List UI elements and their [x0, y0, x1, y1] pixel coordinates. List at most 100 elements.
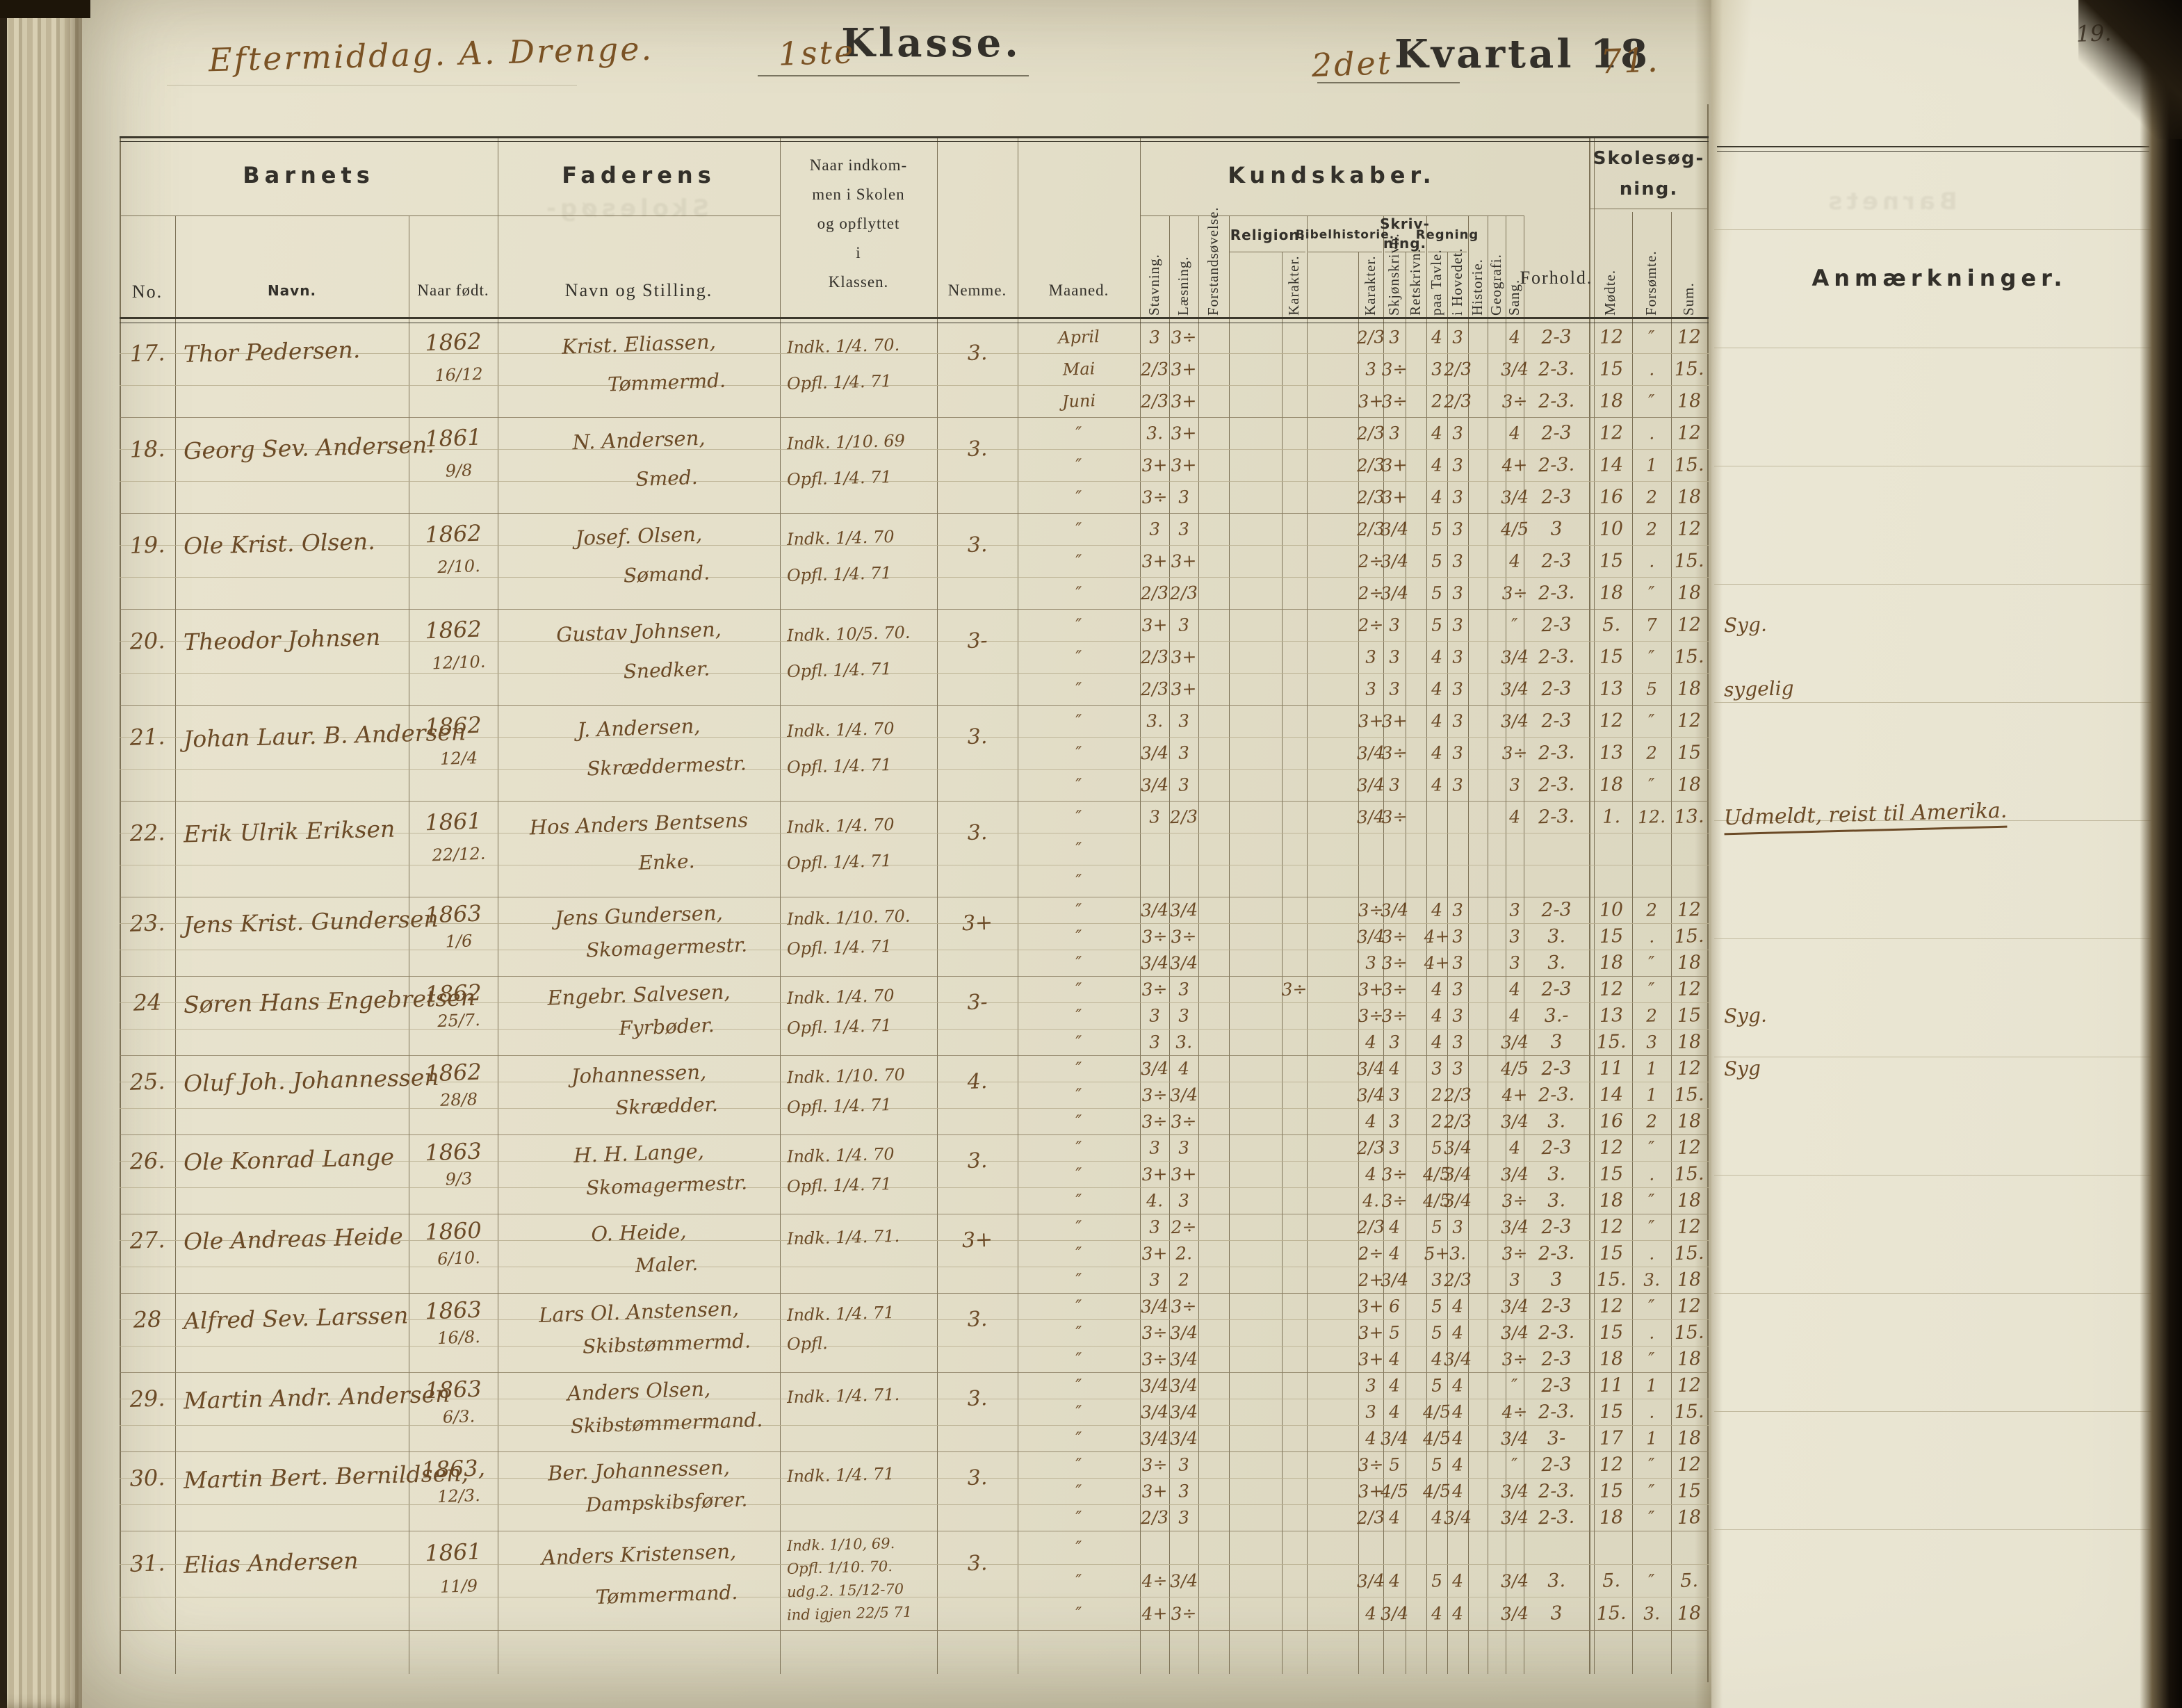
grade-value: 3+ [1141, 454, 1168, 476]
grade-value: 3+ [1171, 550, 1197, 572]
row-number: 24 [132, 988, 163, 1016]
grade-value: 3+ [1141, 1480, 1168, 1502]
attendance-sum: 18 [1677, 1189, 1702, 1212]
month-label: ″ [1075, 583, 1082, 603]
grade-value: 3 [1178, 1481, 1190, 1502]
grade-value: 3/4 [1500, 1110, 1529, 1132]
birth-year: 1861 [424, 807, 482, 836]
indkommen-header-line: men i Skolen [812, 186, 905, 203]
forhold-grade: 2-3. [1538, 389, 1575, 413]
grade-value: 3/4 [1140, 1057, 1169, 1080]
kundskaber-header: Kundskaber. [1228, 162, 1436, 188]
navn-header: Navn. [267, 282, 317, 299]
month-label: ″ [1075, 1401, 1082, 1422]
forhold-grade: 2-3 [1540, 421, 1572, 445]
grade-value: 5 [1388, 1454, 1401, 1475]
grid-horizontal-line [120, 1240, 1709, 1241]
grade-value: 3÷ [1381, 1163, 1408, 1185]
grid-horizontal-line [1714, 584, 2151, 585]
indkommen-header-line: Naar indkom- [809, 156, 908, 174]
attendance-sum: 12 [1677, 709, 1702, 733]
month-label: ″ [1075, 1507, 1082, 1528]
grade-value: 3 [1451, 455, 1464, 475]
grade-value: 3+ [1358, 1348, 1384, 1370]
grade-value: 3 [1178, 742, 1190, 763]
attendance-sum: 18 [1677, 773, 1702, 797]
grade-value: 3/4 [1169, 952, 1198, 974]
grid-vertical-line [1383, 215, 1384, 1674]
forhold-grade: 2-3 [1540, 977, 1572, 1001]
grade-value: 3/4 [1500, 710, 1529, 732]
grade-value: 3÷ [1171, 1295, 1197, 1317]
grade-value: 3÷ [1501, 1348, 1528, 1370]
forhold-grade: 2-3 [1540, 549, 1572, 573]
attendance-met: 15 [1599, 645, 1624, 669]
month-label: ″ [1075, 1322, 1082, 1343]
attendance-met: 15 [1599, 1242, 1624, 1265]
grade-value: 4 [1365, 1164, 1377, 1185]
grade-value: 4 [1431, 1349, 1443, 1369]
grid-vertical-line [1140, 136, 1141, 1674]
grade-value: 3 [1508, 1269, 1521, 1290]
grid-horizontal-line [120, 417, 1709, 418]
grade-value: 3+ [1141, 1242, 1168, 1264]
grade-value: ″ [1511, 1375, 1519, 1396]
grade-value: 3/4 [1169, 1348, 1198, 1370]
attendance-sum: 15. [1673, 1321, 1705, 1344]
grade-value: 4÷ [1501, 1401, 1528, 1423]
grade-value: 3 [1451, 1217, 1464, 1237]
grade-value: 3 [1365, 1401, 1377, 1422]
attendance-missed: ″ [1647, 1570, 1656, 1591]
attendance-missed: ″ [1647, 1296, 1656, 1317]
grid-horizontal-line [120, 1108, 1709, 1109]
grid-horizontal-line [120, 1293, 1709, 1294]
attendance-missed: 12. [1637, 806, 1666, 828]
grade-value: 4 [1388, 1570, 1401, 1591]
grid-horizontal-line [120, 1425, 1709, 1426]
grade-value: 3/4 [1500, 486, 1529, 508]
attendance-missed: 1 [1645, 1375, 1658, 1396]
attendance-missed: . [1648, 423, 1655, 444]
attendance-met: 5. [1602, 614, 1621, 636]
grade-value: 5 [1431, 1296, 1443, 1317]
month-label: ″ [1075, 1084, 1082, 1105]
grade-value: 2÷ [1358, 614, 1384, 636]
attendance-sum: 15 [1677, 741, 1702, 765]
attendance-sum: 12 [1677, 1057, 1702, 1080]
grid-horizontal-line [120, 353, 1709, 354]
grade-value: 2 [1431, 1084, 1443, 1105]
attendance-met: 15 [1599, 1321, 1624, 1344]
attendance-met: 12 [1599, 325, 1624, 349]
grade-value: 3+ [1358, 1295, 1384, 1317]
grade-value: 4 [1451, 1296, 1464, 1317]
student-name: Thor Pedersen. [183, 336, 361, 368]
remark: sygelig [1723, 676, 1794, 701]
grid-horizontal-line [120, 1319, 1709, 1320]
father-name: N. Andersen, [571, 425, 706, 455]
vertical-column-header: Skjønskrivn. [1385, 233, 1402, 316]
grade-value: 3 [1178, 1454, 1190, 1475]
month-label: ″ [1075, 1032, 1082, 1052]
grade-value: 3/4 [1443, 1137, 1472, 1159]
attendance-missed: 1 [1645, 1084, 1658, 1105]
grade-value: 3/4 [1169, 1570, 1198, 1591]
grade-value: 3/4 [1380, 1269, 1409, 1291]
grade-value: 4 [1508, 327, 1521, 348]
grade-value: 3÷ [1141, 1084, 1168, 1106]
vertical-column-header: Karakter. [1285, 255, 1302, 316]
grade-value: 4. [1146, 1190, 1164, 1211]
birth-date: 28/8 [439, 1089, 478, 1110]
quarter-ordinal-handwriting: 2det [1310, 43, 1394, 85]
grade-value: 3 [1148, 1137, 1161, 1158]
enrollment-note: Opfl. 1/4. 71 [786, 659, 893, 682]
attendance-met: 13 [1599, 1004, 1624, 1027]
forhold-grade: 2-3. [1538, 1400, 1575, 1424]
grade-value: 4 [1431, 646, 1443, 667]
forhold-grade: 2-3. [1538, 1479, 1575, 1503]
grid-horizontal-line [120, 1346, 1709, 1347]
grid-vertical-line [1358, 252, 1359, 1674]
row-number: 20. [129, 626, 166, 655]
grade-value: 4/5 [1422, 1401, 1451, 1423]
grid-vertical-line [1307, 215, 1308, 1674]
attendance-met: 18 [1599, 1506, 1624, 1529]
